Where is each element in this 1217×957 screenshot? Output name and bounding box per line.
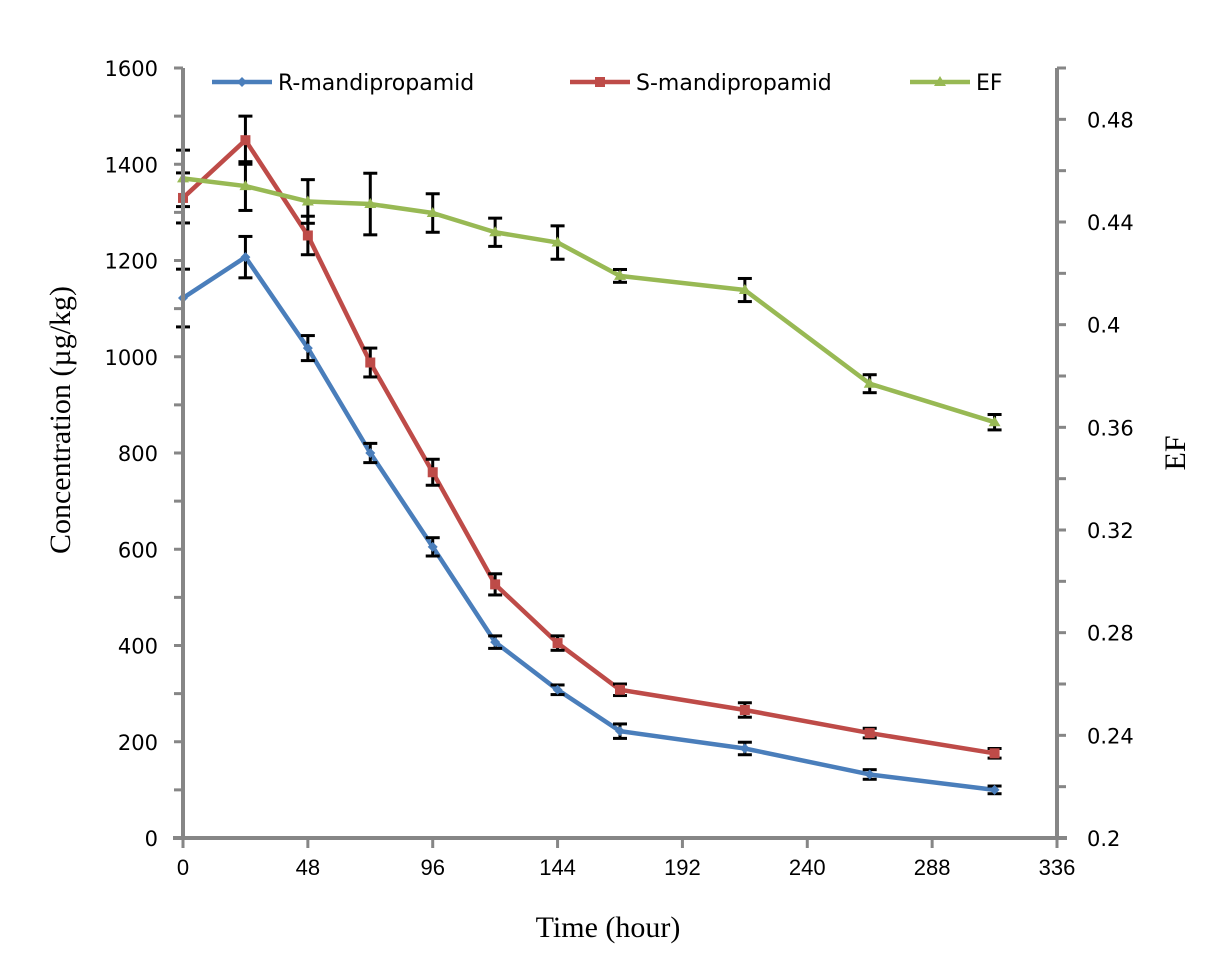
data-point xyxy=(864,728,875,739)
data-point xyxy=(864,769,875,780)
data-point xyxy=(614,269,626,280)
y2-axis-title: EF xyxy=(1159,435,1192,470)
y-axis-title: Concentration (µg/kg) xyxy=(44,286,77,554)
x-tick-label: 0 xyxy=(177,855,189,880)
series-ef xyxy=(176,148,1002,432)
data-point xyxy=(552,638,563,649)
y2-tick-label: 0.2 xyxy=(1087,827,1120,851)
legend-label: EF xyxy=(976,71,1003,96)
ticks-layer: 0 200 400 600 800 1000 1200 1400 1600 0.2 0.24 0.28… xyxy=(105,57,1134,880)
data-point xyxy=(365,357,376,368)
series-layer xyxy=(176,114,1002,796)
data-point xyxy=(739,704,750,715)
data-point xyxy=(552,684,563,695)
y-tick-label: 0 xyxy=(145,827,158,851)
y-tick-label: 1400 xyxy=(105,153,158,177)
x-tick-label: 144 xyxy=(539,855,576,880)
data-point xyxy=(302,230,313,241)
y-tick-label: 800 xyxy=(118,442,158,466)
legend-label: S-mandipropamid xyxy=(636,71,832,96)
data-point xyxy=(240,135,251,146)
data-point xyxy=(615,684,625,695)
data-point xyxy=(302,343,313,354)
legend-marker xyxy=(595,77,605,87)
x-tick-label: 336 xyxy=(1039,855,1076,880)
data-point xyxy=(239,180,252,191)
legend: R-mandipropamid S-mandipropamid EF xyxy=(212,71,1003,96)
x-tick-label: 48 xyxy=(296,855,320,880)
y-tick-label: 600 xyxy=(118,538,158,562)
data-point xyxy=(989,784,1000,795)
y2-tick-label: 0.28 xyxy=(1087,622,1134,646)
legend-label: R-mandipropamid xyxy=(278,71,474,96)
data-point xyxy=(365,448,376,458)
legend-item: S-mandipropamid xyxy=(570,71,832,96)
data-point xyxy=(240,252,251,263)
data-point xyxy=(364,198,377,209)
y2-tick-label: 0.48 xyxy=(1087,108,1134,132)
x-tick-label: 96 xyxy=(420,855,444,880)
data-point xyxy=(989,748,1000,759)
x-tick-label: 288 xyxy=(914,855,951,880)
y2-tick-label: 0.32 xyxy=(1087,519,1134,543)
data-point xyxy=(863,377,876,388)
data-point xyxy=(489,226,502,237)
x-axis-title: Time (hour) xyxy=(536,911,681,944)
data-point xyxy=(490,637,501,648)
y-tick-label: 1000 xyxy=(105,346,158,370)
x-tick-label: 192 xyxy=(664,855,701,880)
data-point xyxy=(615,726,625,737)
legend-marker xyxy=(237,77,247,87)
y2-tick-label: 0.36 xyxy=(1087,416,1134,440)
data-point xyxy=(301,195,314,206)
data-point xyxy=(738,284,751,295)
data-point xyxy=(427,467,438,478)
data-point xyxy=(490,579,501,590)
y2-tick-label: 0.4 xyxy=(1087,314,1120,338)
y2-tick-label: 0.44 xyxy=(1087,211,1134,235)
legend-item: EF xyxy=(910,71,1003,96)
series-s-mandipropamid xyxy=(176,114,1002,760)
y2-tick-label: 0.24 xyxy=(1087,724,1134,748)
data-point xyxy=(739,743,750,754)
y-tick-label: 1600 xyxy=(105,57,158,81)
series-r-mandipropamid xyxy=(176,234,1002,796)
data-point xyxy=(426,207,439,218)
y-tick-label: 400 xyxy=(118,635,158,659)
x-tick-label: 240 xyxy=(789,855,826,880)
data-point xyxy=(427,541,438,552)
data-point xyxy=(551,236,564,247)
data-point xyxy=(988,416,1001,427)
y-tick-label: 200 xyxy=(118,731,158,755)
legend-item: R-mandipropamid xyxy=(212,71,474,96)
legend-marker xyxy=(934,76,946,86)
y-tick-label: 1200 xyxy=(105,250,158,274)
